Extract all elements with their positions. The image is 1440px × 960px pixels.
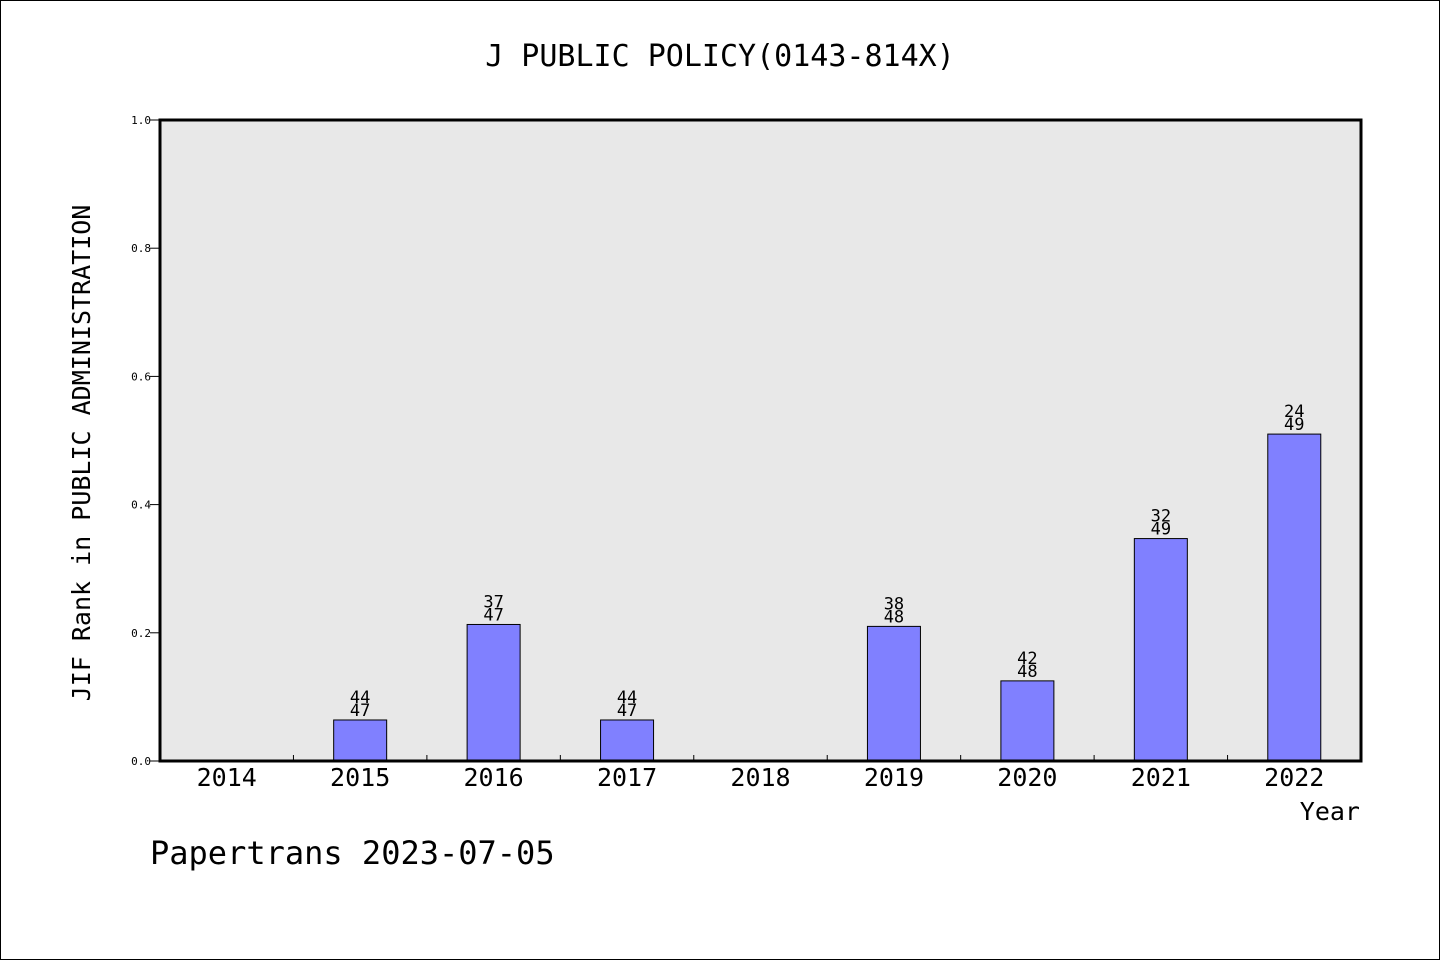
- y-tick-label: 0.2: [131, 627, 151, 640]
- bar-2016: [466, 623, 521, 762]
- x-tick-label: 2015: [330, 763, 390, 792]
- y-axis-ticks: 0.0 0.2 0.4 0.6 0.8 1.0: [131, 114, 160, 768]
- y-tick-label: 0.6: [131, 370, 151, 383]
- bar-rank-label: 44: [617, 688, 637, 708]
- bar-rank-label: 37: [483, 592, 503, 612]
- bar-group: [333, 433, 1322, 762]
- x-tick-label: 2021: [1131, 763, 1191, 792]
- x-tick-label: 2020: [997, 763, 1057, 792]
- bar-total-label: 48: [1017, 662, 1037, 682]
- bar-rank-label: 38: [884, 594, 904, 614]
- bar-2022: [1267, 433, 1322, 762]
- bar-2017: [600, 719, 655, 762]
- x-axis-label: Year: [1300, 797, 1360, 826]
- bar-2021: [1133, 538, 1188, 762]
- x-tick-label: 2019: [864, 763, 924, 792]
- x-tick-label: 2014: [197, 763, 257, 792]
- bar-total-label: 49: [1284, 415, 1304, 435]
- bar-total-label: 49: [1151, 520, 1171, 540]
- plot-border: [158, 118, 1363, 763]
- bar-rank-label: 42: [1017, 649, 1037, 669]
- bar-rank-label: 32: [1151, 507, 1171, 527]
- bar-total-label: 47: [350, 701, 370, 721]
- bar-2019: [866, 625, 921, 762]
- bar-2015: [333, 719, 388, 762]
- bar-rank-label: 24: [1284, 402, 1304, 422]
- x-tick-label: 2022: [1264, 763, 1324, 792]
- footer-source-date: Papertrans 2023-07-05: [150, 834, 555, 872]
- y-tick-label: 0.4: [131, 499, 151, 512]
- bar-rank-label: 44: [350, 688, 370, 708]
- x-axis-ticks: 2014 2015 2016 2017 2018 2019 2020 2021 2022: [197, 755, 1324, 792]
- y-tick-label: 0.0: [131, 755, 151, 768]
- y-tick-label: 0.8: [131, 242, 151, 255]
- x-tick-label: 2017: [597, 763, 657, 792]
- bar-total-label: 48: [884, 607, 904, 627]
- bar-total-label: 47: [617, 701, 637, 721]
- y-axis-label: JIF Rank in PUBLIC ADMINISTRATION: [67, 205, 96, 702]
- bar-2020: [1000, 680, 1055, 762]
- y-tick-label: 1.0: [131, 114, 151, 127]
- x-tick-label: 2018: [730, 763, 790, 792]
- bar-total-label: 47: [483, 605, 503, 625]
- x-tick-label: 2016: [464, 763, 524, 792]
- chart-title: J PUBLIC POLICY(0143-814X): [485, 39, 955, 74]
